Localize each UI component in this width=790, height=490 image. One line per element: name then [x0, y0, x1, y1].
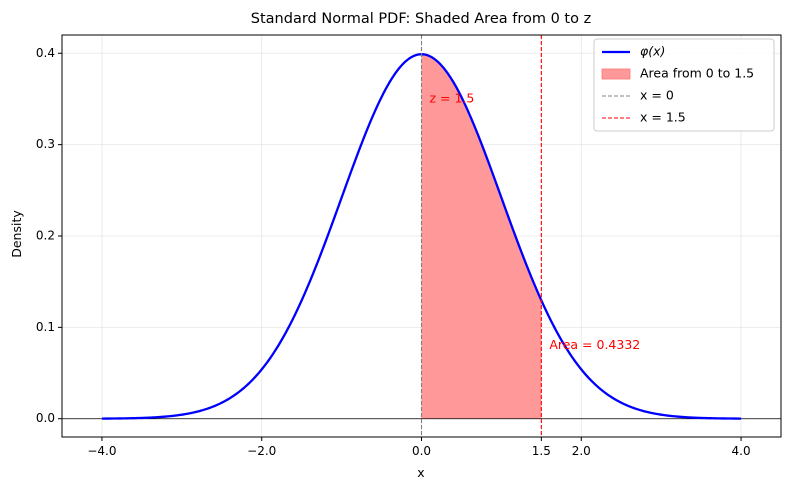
chart-title: Standard Normal PDF: Shaded Area from 0 … [251, 11, 591, 27]
legend-label: x = 1.5 [640, 110, 686, 125]
legend-label: φ(x) [640, 44, 665, 59]
y-tick-label: 0.4 [36, 46, 55, 60]
x-tick-label: 2.0 [572, 444, 591, 458]
shaded-area [422, 54, 542, 418]
y-tick-label: 0.3 [36, 137, 55, 151]
y-tick-label: 0.2 [36, 229, 55, 243]
legend-swatch-area [602, 69, 630, 79]
y-axis-title: Density [9, 210, 24, 258]
x-tick-label: 1.5 [532, 444, 551, 458]
x-axis-title: x [417, 465, 424, 480]
annotation-0: z = 1.5 [429, 90, 474, 105]
x-tick-label: −2.0 [247, 444, 276, 458]
y-tick-label: 0.1 [36, 320, 55, 334]
legend-label: x = 0 [640, 88, 674, 103]
y-tick-label: 0.0 [36, 411, 55, 425]
annotation-1: Area = 0.4332 [549, 337, 640, 352]
x-tick-label: 0.0 [412, 444, 431, 458]
x-tick-label: −4.0 [87, 444, 116, 458]
legend: φ(x) Area from 0 to 1.5 x = 0 x = 1.5 [594, 39, 774, 131]
legend-label: Area from 0 to 1.5 [640, 66, 754, 81]
x-tick-label: 4.0 [732, 444, 751, 458]
